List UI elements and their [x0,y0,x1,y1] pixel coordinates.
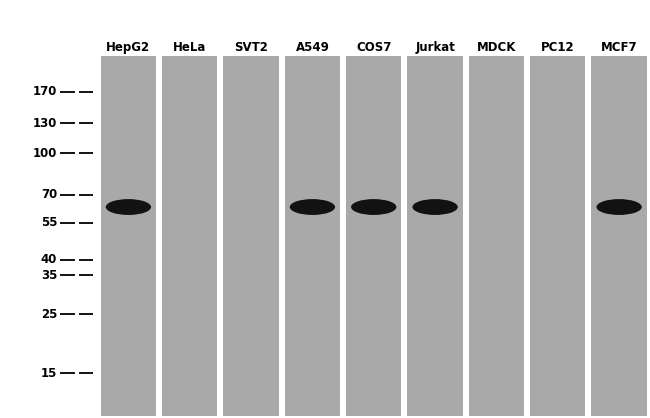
Ellipse shape [106,199,151,215]
Text: A549: A549 [296,41,330,54]
Ellipse shape [413,199,458,215]
Ellipse shape [290,199,335,215]
Text: HepG2: HepG2 [107,41,150,54]
Bar [530,56,586,416]
Bar [101,56,156,416]
Text: 55: 55 [41,216,57,229]
Bar [224,56,279,416]
Text: Jurkat: Jurkat [415,41,455,54]
Bar [592,56,647,416]
Text: 15: 15 [41,367,57,380]
Ellipse shape [351,199,396,215]
Bar [408,56,463,416]
Bar [346,56,402,416]
Text: MCF7: MCF7 [601,41,638,54]
Bar [469,56,524,416]
Text: PC12: PC12 [541,41,575,54]
Text: 130: 130 [32,117,57,130]
Text: SVT2: SVT2 [234,41,268,54]
Text: HeLa: HeLa [173,41,207,54]
Text: COS7: COS7 [356,41,391,54]
Text: 40: 40 [41,253,57,266]
Text: 35: 35 [41,269,57,282]
Text: 25: 25 [41,308,57,321]
Text: 100: 100 [32,147,57,160]
Bar [285,56,340,416]
Text: 170: 170 [32,86,57,99]
Text: 70: 70 [41,189,57,201]
Bar [162,56,217,416]
Ellipse shape [597,199,642,215]
Text: MDCK: MDCK [476,41,516,54]
